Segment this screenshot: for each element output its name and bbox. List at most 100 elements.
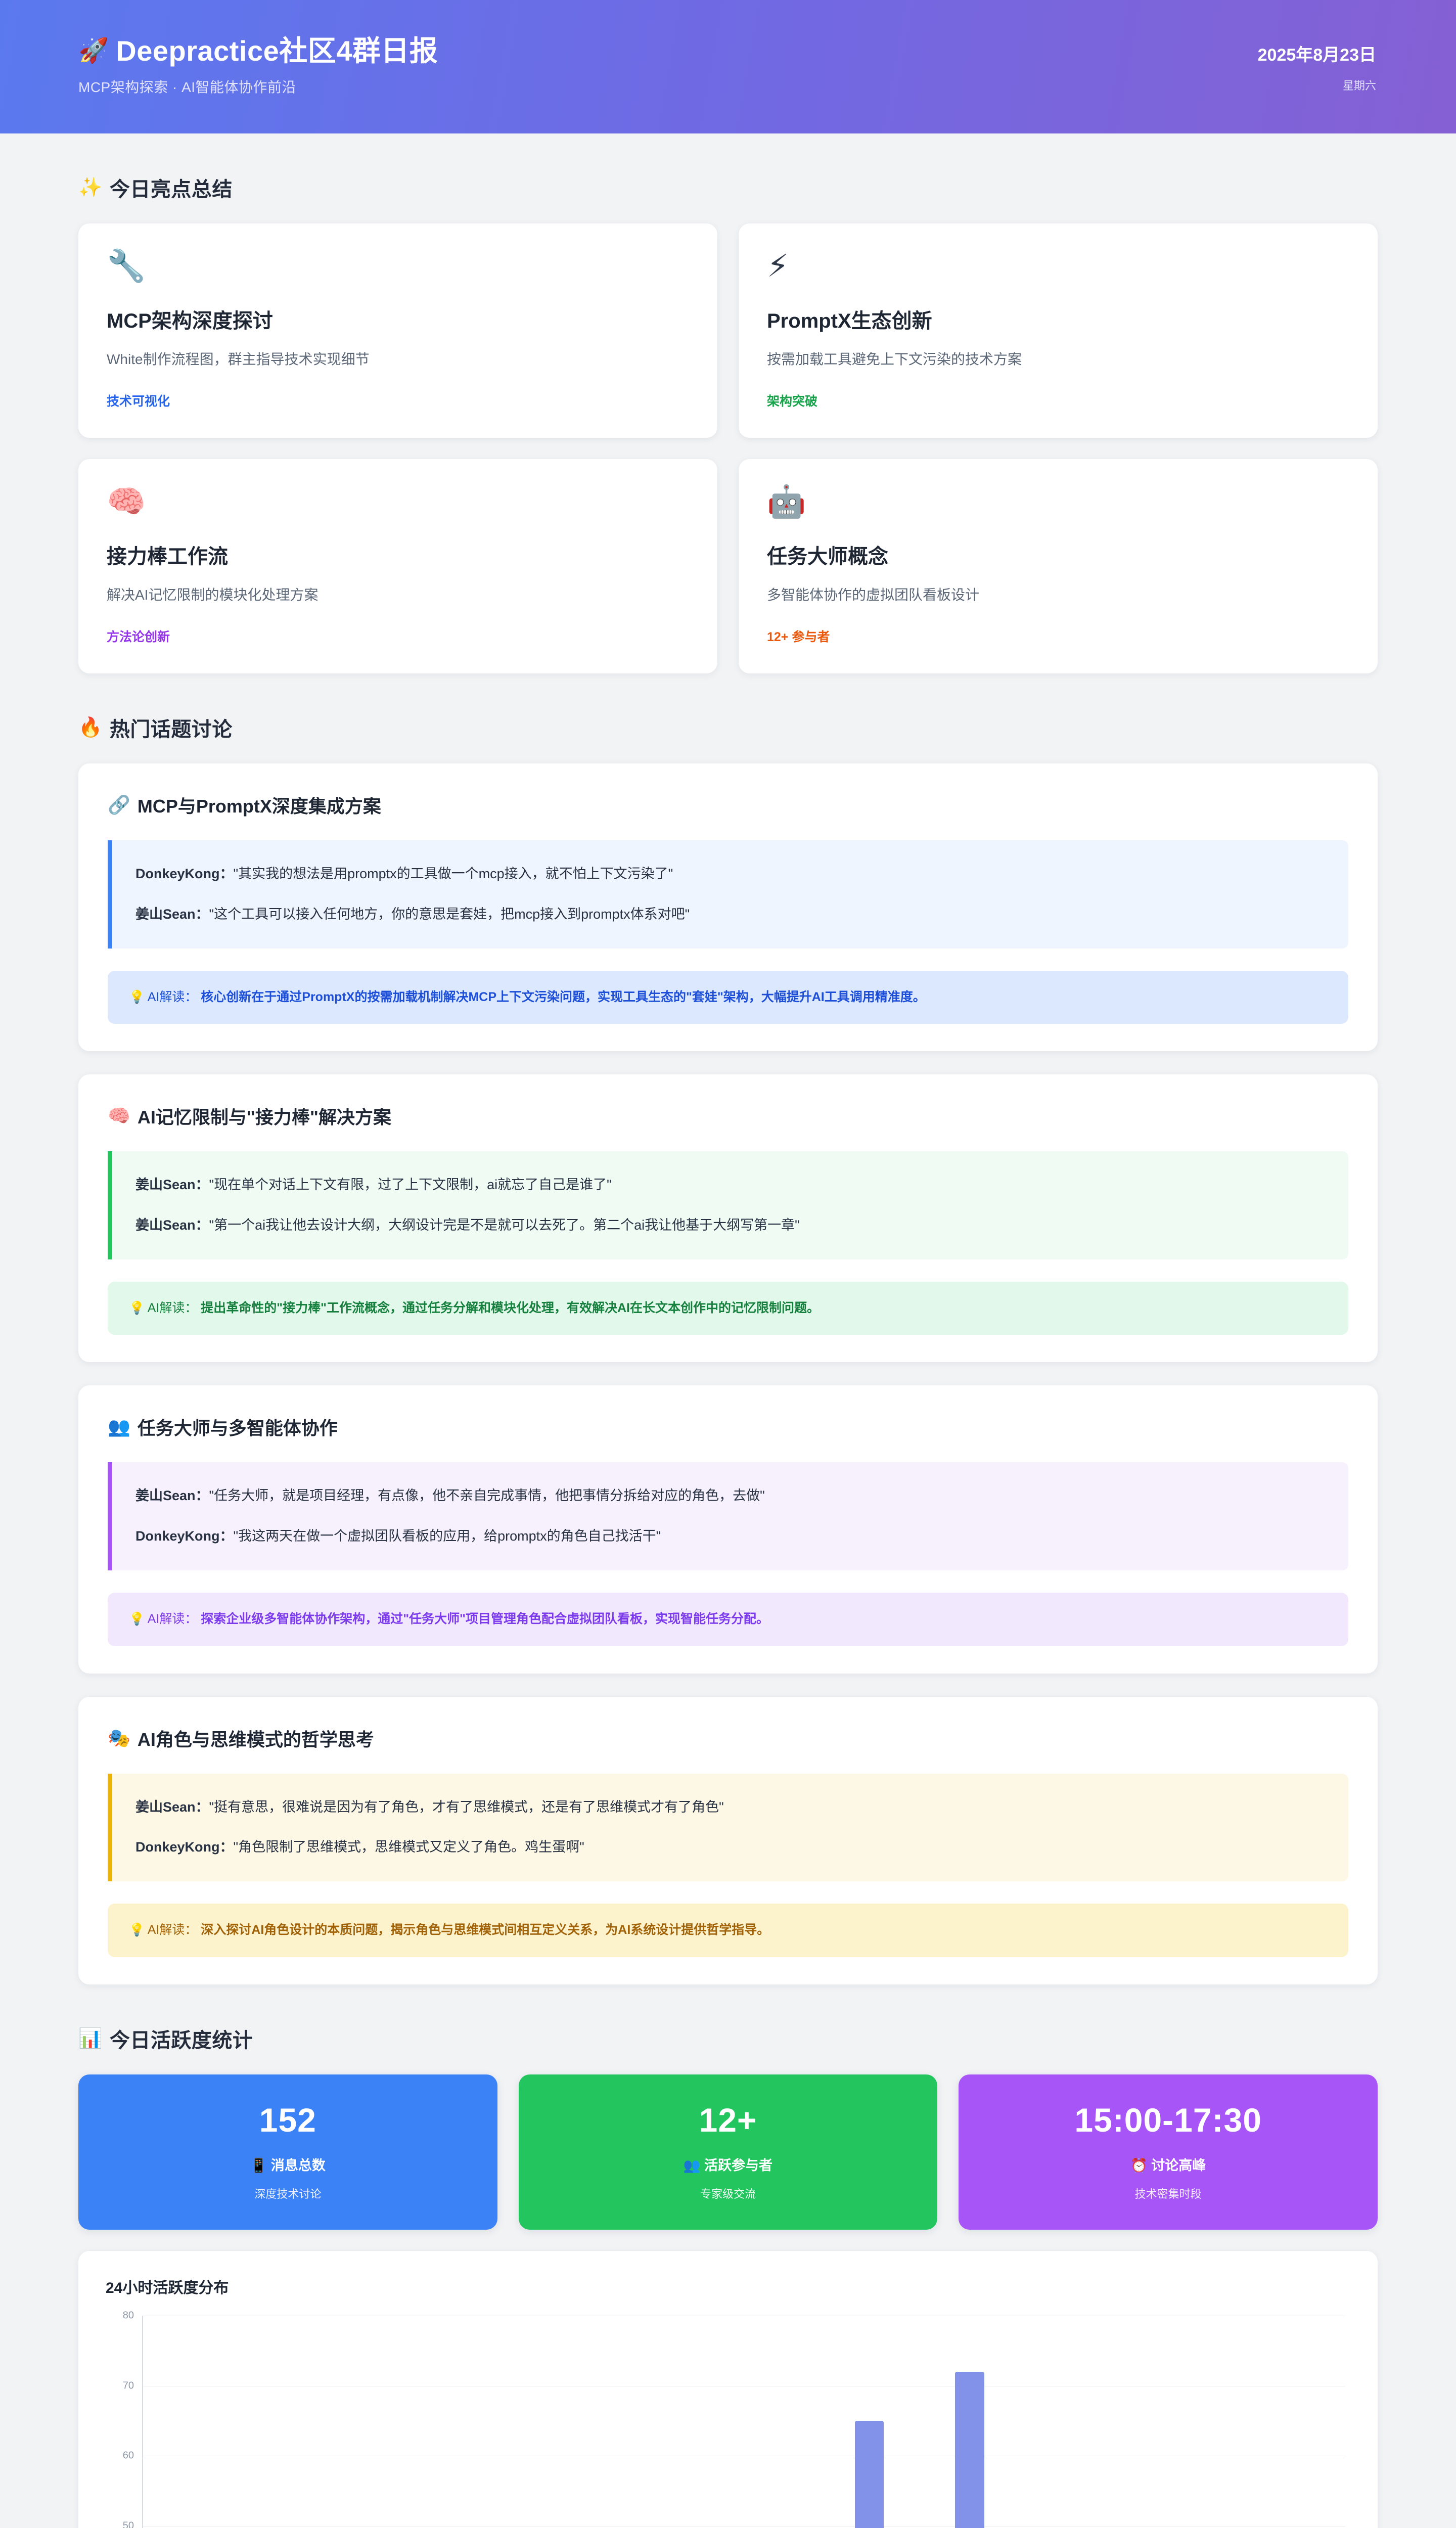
quote-speaker: DonkeyKong： — [135, 1839, 234, 1855]
quote-block: DonkeyKong："其实我的想法是用promptx的工具做一个mcp接入，就… — [108, 840, 1348, 949]
chart-bar-slot — [594, 2316, 644, 2528]
stat-value: 15:00-17:30 — [1074, 2101, 1262, 2139]
highlight-icon: 🧠 — [107, 484, 146, 519]
stat-note: 专家级交流 — [700, 2188, 756, 2201]
quote-speaker: 姜山Sean： — [135, 1177, 209, 1193]
highlight-card-tag: 方法论创新 — [107, 630, 170, 644]
sparkles-icon: ✨ — [78, 177, 103, 198]
header-left: 🚀 Deepractice社区4群日报 MCP架构探索 · AI智能体协作前沿 — [78, 37, 438, 97]
ai-interpretation: 💡 AI解读： 核心创新在于通过PromptX的按需加载机制解决MCP上下文污染… — [108, 970, 1348, 1024]
ai-interpretation: 💡 AI解读： 深入探讨AI角色设计的本质问题，揭示角色与思维模式间相互定义关系… — [108, 1904, 1348, 1957]
quote-line: DonkeyKong："我这两天在做一个虚拟团队看板的应用，给promptx的角… — [135, 1526, 1324, 1547]
quote-text: "挺有意思，很难说是因为有了角色，才有了思维模式，还是有了思维模式才有了角色" — [209, 1799, 724, 1815]
chart-bar-slot — [544, 2316, 594, 2528]
highlight-card-desc: 按需加载工具避免上下文污染的技术方案 — [767, 351, 1022, 367]
quote-text: "这个工具可以接入任何地方，你的意思是套娃，把mcp接入到promptx体系对吧… — [209, 906, 690, 922]
chart-bar-slot — [1195, 2316, 1245, 2528]
quote-block: 姜山Sean："任务大师，就是项目经理，有点像，他不亲自完成事情，他把事情分拆给… — [108, 1462, 1348, 1571]
quote-speaker: 姜山Sean： — [135, 1799, 209, 1815]
topic-title-text: AI角色与思维模式的哲学思考 — [137, 1729, 374, 1750]
chart-bar-slot — [644, 2316, 694, 2528]
chart-bars — [143, 2316, 1345, 2528]
quote-line: 姜山Sean："挺有意思，很难说是因为有了角色，才有了思维模式，还是有了思维模式… — [135, 1797, 1324, 1818]
stats-title: 📊 今日活跃度统计 — [78, 2024, 1378, 2053]
chart-y-tick: 50 — [122, 2520, 134, 2528]
highlight-card[interactable]: ⚡ PromptX生态创新 按需加载工具避免上下文污染的技术方案 架构突破 — [739, 223, 1378, 438]
quote-line: DonkeyKong："其实我的想法是用promptx的工具做一个mcp接入，就… — [135, 864, 1324, 885]
stat-note: 技术密集时段 — [1134, 2188, 1202, 2201]
highlight-card-title: 接力棒工作流 — [107, 546, 228, 568]
stat-card[interactable]: 15:00-17:30 ⏰ 讨论高峰 技术密集时段 — [959, 2074, 1378, 2230]
chart-bar-slot — [1245, 2316, 1295, 2528]
topic-card[interactable]: 🧠 AI记忆限制与"接力棒"解决方案 姜山Sean："现在单个对话上下文有限，过… — [78, 1074, 1378, 1363]
chart-plot-area: 01020304050607080 — [123, 2310, 1345, 2528]
chart-bar-slot — [744, 2316, 794, 2528]
chart-bar-slot — [243, 2316, 293, 2528]
highlight-card[interactable]: 🔧 MCP架构深度探讨 White制作流程图，群主指导技术实现细节 技术可视化 — [78, 223, 717, 438]
chart-bar-slot — [143, 2316, 193, 2528]
topic-card[interactable]: 🎭 AI角色与思维模式的哲学思考 姜山Sean："挺有意思，很难说是因为有了角色… — [78, 1696, 1378, 1984]
ai-interpretation: 💡 AI解读： 提出革命性的"接力棒"工作流概念，通过任务分解和模块化处理，有效… — [108, 1281, 1348, 1335]
chart-bar[interactable] — [955, 2372, 984, 2528]
topic-icon: 🧠 — [108, 1105, 130, 1126]
highlight-card[interactable]: 🤖 任务大师概念 多智能体协作的虚拟团队看板设计 12+ 参与者 — [739, 459, 1378, 673]
stat-card[interactable]: 152 📱 消息总数 深度技术讨论 — [78, 2074, 497, 2230]
stat-note: 深度技术讨论 — [254, 2188, 322, 2201]
header-weekday: 星期六 — [1342, 79, 1376, 92]
highlights-section: ✨ 今日亮点总结 🔧 MCP架构深度探讨 White制作流程图，群主指导技术实现… — [78, 173, 1378, 673]
quote-line: 姜山Sean："这个工具可以接入任何地方，你的意思是套娃，把mcp接入到prom… — [135, 904, 1324, 925]
chart-y-tick: 80 — [122, 2310, 134, 2321]
stat-card[interactable]: 12+ 👥 活跃参与者 专家级交流 — [518, 2074, 938, 2230]
chart-bar-slot — [1095, 2316, 1145, 2528]
stat-card-grid: 152 📱 消息总数 深度技术讨论 12+ 👥 活跃参与者 专家级交流 15:0… — [78, 2074, 1378, 2230]
quote-speaker: DonkeyKong： — [135, 866, 234, 881]
quote-text: "第一个ai我让他去设计大纲，大纲设计完是不是就可以去死了。第二个ai我让他基于… — [209, 1217, 800, 1233]
chart-bar-slot — [994, 2316, 1044, 2528]
topic-title: 🎭 AI角色与思维模式的哲学思考 — [108, 1725, 1348, 1751]
ai-interpretation-text: 探索企业级多智能体协作架构，通过"任务大师"项目管理角色配合虚拟团队看板，实现智… — [201, 1612, 769, 1627]
topic-title-text: AI记忆限制与"接力棒"解决方案 — [137, 1107, 391, 1128]
quote-speaker: 姜山Sean： — [135, 1488, 209, 1504]
chart-bar-slot — [393, 2316, 443, 2528]
ai-interpretation-label: 💡 AI解读： — [129, 1300, 198, 1315]
chart-bar-slot — [494, 2316, 544, 2528]
ai-interpretation-label: 💡 AI解读： — [129, 989, 198, 1004]
highlight-card-title: MCP架构深度探讨 — [107, 310, 273, 332]
topic-icon: 🔗 — [108, 794, 130, 815]
quote-text: "任务大师，就是项目经理，有点像，他不亲自完成事情，他把事情分拆给对应的角色，去… — [209, 1488, 765, 1504]
highlights-title-text: 今日亮点总结 — [109, 178, 233, 201]
chart-bar-slot — [1145, 2316, 1195, 2528]
quote-line: 姜山Sean："现在单个对话上下文有限，过了上下文限制，ai就忘了自己是谁了" — [135, 1175, 1324, 1196]
highlight-card-tag: 架构突破 — [767, 394, 818, 409]
quote-speaker: DonkeyKong： — [135, 1528, 234, 1544]
stat-value: 152 — [259, 2101, 316, 2139]
header-right: 2025年8月23日 星期六 — [1258, 41, 1376, 93]
page-title: 🚀 Deepractice社区4群日报 — [78, 37, 438, 65]
chart-y-tick: 70 — [122, 2380, 134, 2391]
chart-bar-slot — [694, 2316, 744, 2528]
chart-bar[interactable] — [854, 2421, 884, 2528]
topics-title: 🔥 热门话题讨论 — [78, 713, 1378, 742]
highlight-icon: 🤖 — [767, 484, 806, 519]
highlight-card-grid: 🔧 MCP架构深度探讨 White制作流程图，群主指导技术实现细节 技术可视化 … — [78, 223, 1378, 673]
ai-interpretation-label: 💡 AI解读： — [129, 1923, 198, 1937]
ai-interpretation-text: 深入探讨AI角色设计的本质问题，揭示角色与思维模式间相互定义关系，为AI系统设计… — [201, 1923, 770, 1937]
topic-title: 👥 任务大师与多智能体协作 — [108, 1414, 1348, 1440]
highlight-card-title: PromptX生态创新 — [767, 310, 932, 332]
quote-speaker: 姜山Sean： — [135, 906, 209, 922]
quote-text: "我这两天在做一个虚拟团队看板的应用，给promptx的角色自己找活干" — [233, 1528, 661, 1544]
ai-interpretation: 💡 AI解读： 探索企业级多智能体协作架构，通过"任务大师"项目管理角色配合虚拟… — [108, 1593, 1348, 1646]
chart-bar-slot — [1295, 2316, 1345, 2528]
chart-bar-slot — [293, 2316, 343, 2528]
highlight-card[interactable]: 🧠 接力棒工作流 解决AI记忆限制的模块化处理方案 方法论创新 — [78, 459, 717, 673]
topic-card[interactable]: 👥 任务大师与多智能体协作 姜山Sean："任务大师，就是项目经理，有点像，他不… — [78, 1385, 1378, 1674]
chart-bar-slot — [944, 2316, 994, 2528]
ai-interpretation-label: 💡 AI解读： — [129, 1612, 198, 1627]
header-date: 2025年8月23日 — [1257, 45, 1376, 65]
topic-card[interactable]: 🔗 MCP与PromptX深度集成方案 DonkeyKong："其实我的想法是用… — [78, 763, 1378, 1052]
page-subtitle: MCP架构探索 · AI智能体协作前沿 — [78, 79, 297, 95]
quote-block: 姜山Sean："现在单个对话上下文有限，过了上下文限制，ai就忘了自己是谁了" … — [108, 1151, 1348, 1259]
chart-title: 24小时活跃度分布 — [106, 2280, 229, 2297]
chart-y-tick: 60 — [122, 2450, 134, 2461]
chart-bar-slot — [894, 2316, 944, 2528]
